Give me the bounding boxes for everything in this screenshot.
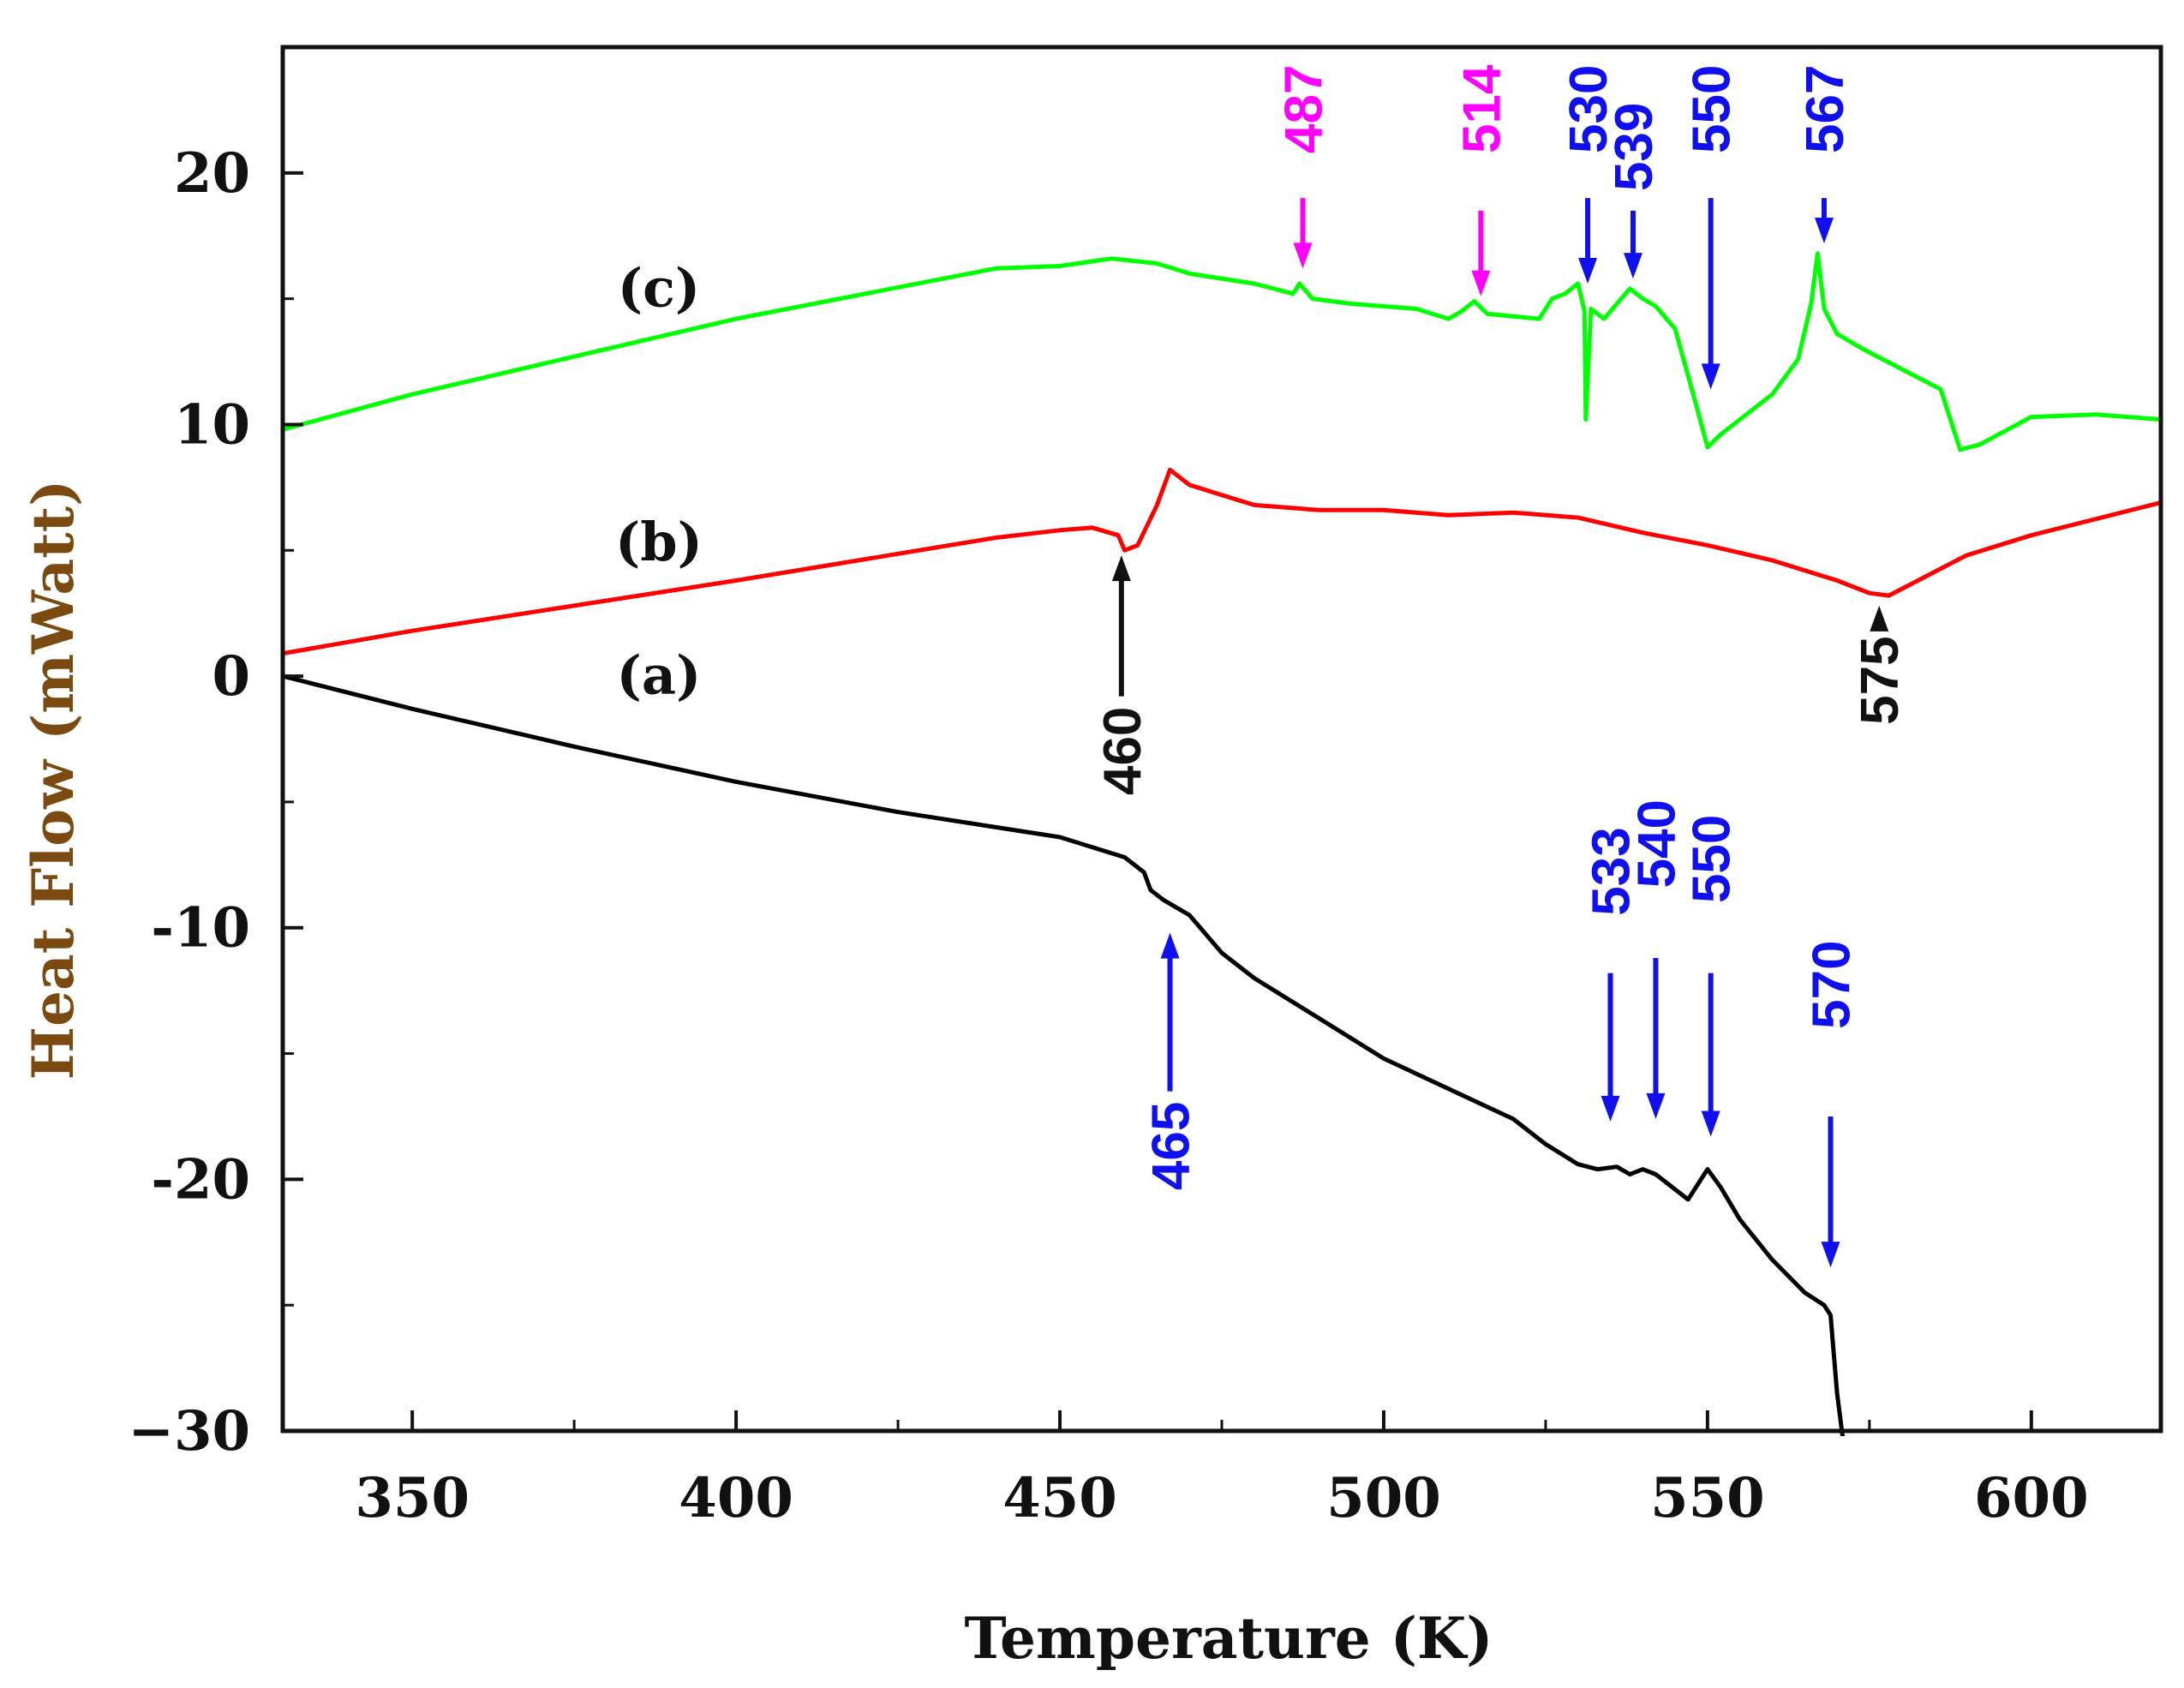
annotation-570: 570: [1803, 940, 1862, 1268]
annotation-arrow-head: [1160, 932, 1180, 959]
curves-layer: (a) (b) (c): [283, 251, 2161, 1436]
annotation-arrow-head: [1646, 1092, 1666, 1119]
annotation-arrow-head: [1821, 1242, 1840, 1268]
annotation-575: 575: [1851, 605, 1910, 725]
annotation-label: 550: [1683, 65, 1742, 153]
annotation-label: 514: [1452, 64, 1511, 153]
annotation-550: 550: [1683, 815, 1742, 1137]
annotation-label: 570: [1803, 940, 1862, 1028]
annotation-arrow-head: [1701, 363, 1720, 390]
y-tick-label: 0: [212, 644, 250, 709]
y-tick-label: 20: [174, 141, 250, 206]
x-tick-label: 600: [1974, 1466, 2089, 1530]
annotation-label: 530: [1559, 65, 1619, 153]
x-tick-label: 550: [1650, 1466, 1765, 1530]
y-axis-title: Heat Flow (mWatt): [20, 480, 87, 1080]
annotation-arrow-head: [1578, 258, 1598, 284]
x-tick-label: 400: [679, 1466, 793, 1530]
x-axis-title: Temperature (K): [964, 1605, 1493, 1672]
annotation-label: 487: [1274, 65, 1333, 153]
annotation-arrow-head: [1701, 1110, 1720, 1137]
series-line-c: [283, 251, 2161, 452]
annotation-label: 460: [1093, 707, 1152, 795]
x-tick-label: 450: [1002, 1466, 1117, 1530]
y-tick-label: -20: [151, 1147, 250, 1212]
annotation-460: 460: [1093, 555, 1152, 795]
annotation-550: 550: [1683, 65, 1742, 390]
annotation-label: 539: [1605, 103, 1664, 191]
y-tick-label: 10: [174, 392, 250, 457]
annotation-label: 465: [1142, 1102, 1201, 1190]
series-label-c: (c): [618, 256, 700, 319]
annotation-arrow-head: [1870, 605, 1889, 632]
y-tick-label: −30: [128, 1399, 250, 1464]
x-tick-label: 500: [1326, 1466, 1441, 1530]
annotation-arrow-head: [1111, 555, 1131, 582]
y-tick-label: -10: [151, 896, 250, 961]
annotation-487: 487: [1274, 65, 1333, 269]
annotation-514: 514: [1452, 64, 1511, 296]
series-line-a: [283, 673, 1846, 1436]
annotation-arrow-head: [1623, 253, 1642, 279]
annotation-label: 533: [1583, 827, 1642, 915]
annotation-539: 539: [1605, 103, 1664, 279]
annotation-label: 567: [1796, 65, 1855, 153]
x-tick-label: 350: [355, 1466, 470, 1530]
annotation-label: 575: [1851, 636, 1910, 724]
annotation-530: 530: [1559, 65, 1619, 284]
annotation-label: 550: [1683, 815, 1742, 903]
annotation-567: 567: [1796, 65, 1855, 244]
series-label-b: (b): [615, 511, 703, 573]
annotation-arrow-head: [1293, 242, 1313, 269]
ticks-layer: 350 400 450 500 550 600 −30 -20 -10 0 10 20: [128, 141, 2088, 1530]
series-label-a: (a): [617, 644, 702, 707]
annotation-arrow-head: [1471, 270, 1491, 296]
annotation-arrow-head: [1814, 218, 1834, 244]
series-line-b: [283, 467, 2161, 656]
annotation-533: 533: [1583, 827, 1642, 1122]
annotation-465: 465: [1142, 932, 1201, 1190]
annotation-540: 540: [1627, 799, 1686, 1119]
annotation-label: 540: [1627, 799, 1686, 888]
annotation-arrow-head: [1601, 1095, 1620, 1122]
